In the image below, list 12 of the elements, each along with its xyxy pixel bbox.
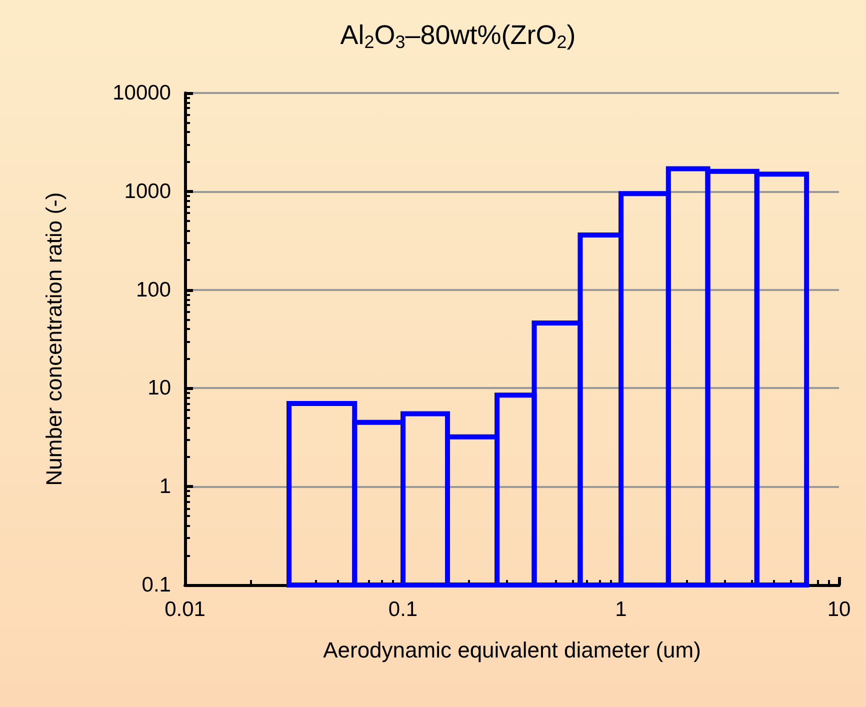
y-axis-title: Number concentration ratio (-) bbox=[42, 192, 66, 486]
y-tick-label: 0.1 bbox=[142, 574, 171, 596]
x-axis-title: Aerodynamic equivalent diameter (um) bbox=[323, 638, 701, 662]
y-tick-label: 10000 bbox=[112, 82, 171, 104]
x-tick-label: 0.01 bbox=[164, 598, 206, 621]
y-tick-label: 1 bbox=[159, 475, 171, 498]
x-tick-label: 0.1 bbox=[388, 598, 418, 621]
y-tick-label: 100 bbox=[136, 278, 171, 302]
y-tick-label: 10 bbox=[148, 376, 171, 400]
y-tick-label: 1000 bbox=[124, 180, 171, 203]
x-tick-label: 10 bbox=[827, 598, 851, 621]
x-tick-label: 1 bbox=[615, 598, 627, 621]
